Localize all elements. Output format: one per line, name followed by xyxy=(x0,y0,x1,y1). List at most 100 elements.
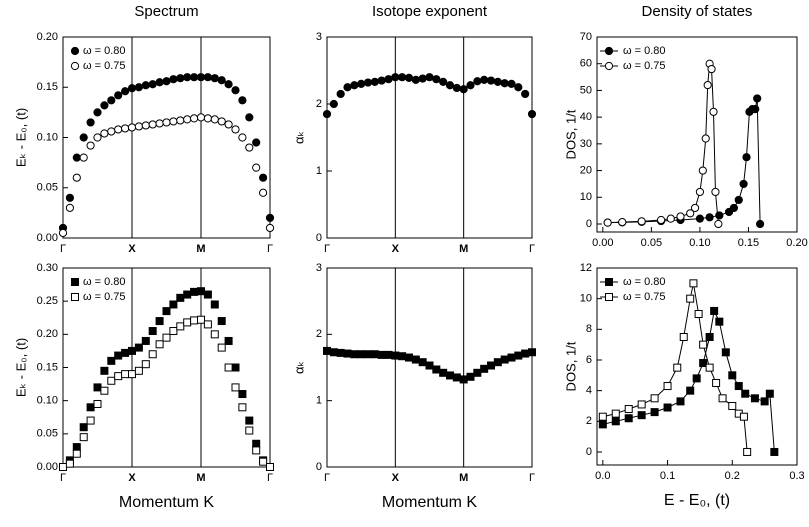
y-tick-label: 0.15 xyxy=(37,81,58,93)
marker xyxy=(203,73,212,82)
marker xyxy=(493,358,502,367)
marker xyxy=(598,420,607,429)
marker xyxy=(418,358,427,367)
marker xyxy=(487,361,495,370)
marker xyxy=(528,348,536,357)
x-tick-label: 0.3 xyxy=(789,470,804,482)
marker xyxy=(679,332,688,341)
marker xyxy=(210,74,219,83)
marker xyxy=(611,409,620,418)
y-tick-label: 0 xyxy=(586,446,592,458)
marker xyxy=(65,203,75,212)
marker xyxy=(452,373,461,382)
legend-label: ω = 0.75 xyxy=(623,291,666,303)
marker xyxy=(176,74,185,83)
marker xyxy=(134,366,143,375)
y-tick-label: 30 xyxy=(580,138,592,150)
series-line xyxy=(602,309,775,453)
marker xyxy=(141,360,150,369)
y-axis-label: DOS, 1/t xyxy=(563,109,578,159)
marker xyxy=(446,371,454,380)
legend-marker xyxy=(71,278,79,286)
marker xyxy=(404,73,414,82)
marker xyxy=(363,78,373,87)
marker xyxy=(370,77,379,86)
marker xyxy=(666,214,675,223)
marker xyxy=(690,203,700,213)
marker xyxy=(134,343,143,352)
marker xyxy=(611,417,620,426)
y-tick-label: 70 xyxy=(580,31,592,43)
marker xyxy=(715,211,724,220)
marker xyxy=(79,423,88,432)
marker xyxy=(322,109,332,119)
marker xyxy=(266,463,274,471)
x-tick-label: Γ xyxy=(267,243,273,255)
y-tick-label: 3 xyxy=(316,262,322,274)
marker xyxy=(521,89,530,99)
marker xyxy=(183,73,192,82)
x-tick-label: 0.20 xyxy=(786,237,807,249)
marker xyxy=(93,108,102,117)
marker xyxy=(692,374,701,383)
x-axis-label: Momentum K xyxy=(119,494,214,511)
y-tick-label: 12 xyxy=(580,262,592,274)
marker xyxy=(169,327,178,336)
marker xyxy=(79,153,88,162)
x-tick-label: X xyxy=(392,243,400,255)
y-tick-label: 0.05 xyxy=(37,182,58,194)
marker xyxy=(252,439,261,448)
marker xyxy=(162,118,171,127)
marker xyxy=(624,414,633,423)
series-line xyxy=(607,98,761,224)
marker xyxy=(155,78,164,87)
marker xyxy=(425,73,434,82)
x-tick-label: Γ xyxy=(529,243,535,255)
marker xyxy=(656,215,666,225)
marker xyxy=(183,318,192,327)
y-tick-label: 20 xyxy=(580,164,592,176)
x-tick-label: X xyxy=(128,472,136,484)
y-axis-label: αₖ xyxy=(291,361,306,374)
marker xyxy=(729,203,738,213)
legend-label: ω = 0.80 xyxy=(83,45,126,57)
y-tick-label: 2 xyxy=(316,328,322,340)
marker xyxy=(245,113,254,122)
legend-marker xyxy=(605,278,613,286)
marker xyxy=(734,195,743,205)
x-tick-label: Γ xyxy=(60,472,66,484)
marker xyxy=(107,376,116,385)
marker xyxy=(58,228,68,238)
legend-marker xyxy=(604,61,614,71)
marker xyxy=(217,317,226,326)
marker xyxy=(238,96,247,105)
marker xyxy=(439,77,448,86)
marker xyxy=(155,119,164,128)
marker xyxy=(707,64,716,74)
y-tick-label: 0.20 xyxy=(37,31,58,43)
marker xyxy=(452,83,461,93)
marker xyxy=(637,217,646,226)
marker xyxy=(686,209,695,218)
marker xyxy=(694,309,703,318)
marker xyxy=(121,87,130,96)
marker xyxy=(710,306,719,315)
marker xyxy=(224,120,233,129)
marker xyxy=(114,351,123,360)
x-tick-label: Γ xyxy=(324,243,330,255)
marker xyxy=(411,75,420,84)
marker xyxy=(155,340,164,349)
marker xyxy=(265,223,275,233)
marker xyxy=(705,332,714,341)
chart-title: Isotope exponent xyxy=(372,3,488,20)
y-tick-label: 0 xyxy=(586,218,592,230)
y-tick-label: 10 xyxy=(580,293,592,305)
y-axis-label: Eₖ - E₀, (t) xyxy=(13,108,28,167)
marker xyxy=(398,73,407,82)
marker xyxy=(93,133,102,142)
marker xyxy=(350,81,359,90)
marker xyxy=(100,129,109,138)
marker xyxy=(603,218,612,227)
y-tick-label: 0.30 xyxy=(37,262,58,274)
marker xyxy=(162,307,171,316)
